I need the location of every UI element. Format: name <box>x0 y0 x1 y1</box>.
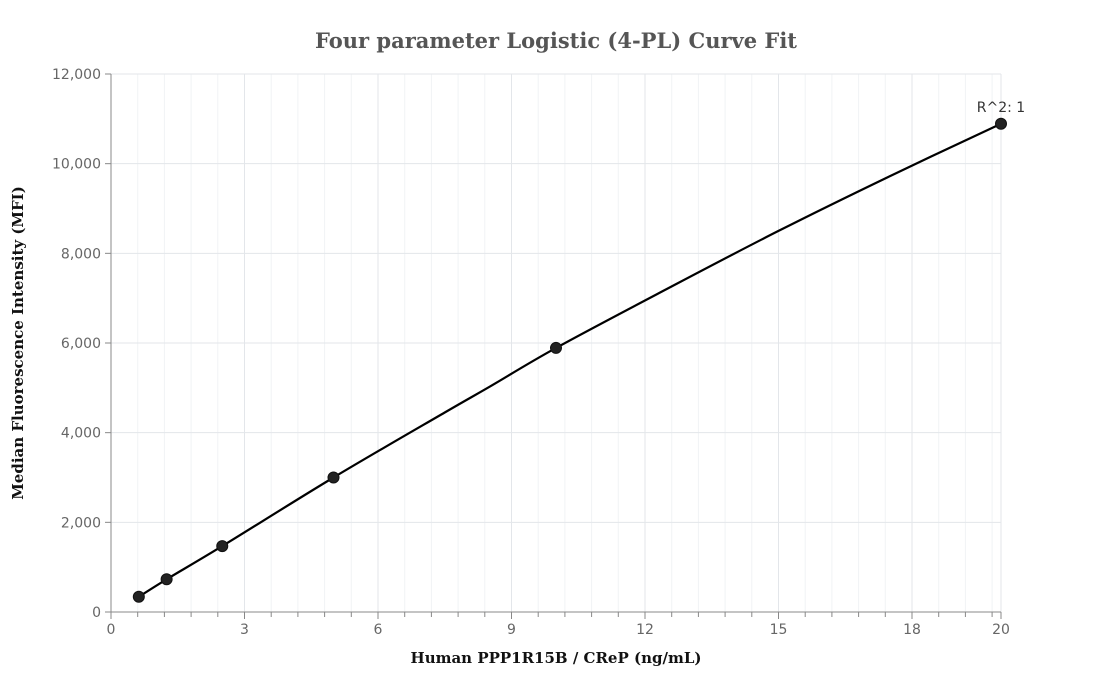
y-tick-label: 10,000 <box>52 157 101 173</box>
x-tick-label: 18 <box>903 622 921 638</box>
x-tick-label: 3 <box>240 622 249 638</box>
y-tick-label: 0 <box>92 605 101 621</box>
y-tick-label: 8,000 <box>61 246 101 262</box>
plot-series <box>132 117 1007 603</box>
y-axis-label: Median Fluorescence Intensity (MFI) <box>9 186 27 500</box>
data-point <box>550 341 562 354</box>
x-tick-label: 15 <box>770 622 788 638</box>
tick-labels: 0 3 6 9 12 15 18 20 0 2,000 4,000 6,000 8,000 10,000 1… <box>52 67 1010 638</box>
fit-curve-line <box>138 122 1002 598</box>
data-point <box>216 540 229 553</box>
chart-title: Four parameter Logistic (4-PL) Curve Fit <box>315 28 797 53</box>
x-tick-label: 20 <box>992 622 1010 638</box>
data-point <box>995 117 1007 130</box>
data-point <box>327 471 340 484</box>
y-tick-label: 2,000 <box>61 515 101 531</box>
annotations: R^2: 1 <box>977 100 1025 116</box>
y-tick-label: 12,000 <box>52 67 101 83</box>
data-point <box>160 573 173 586</box>
r-squared-annotation: R^2: 1 <box>977 100 1025 116</box>
y-tick-label: 4,000 <box>61 426 101 442</box>
x-tick-label: 0 <box>107 622 116 638</box>
data-point <box>132 590 145 603</box>
x-tick-label: 12 <box>636 622 654 638</box>
y-tick-label: 6,000 <box>61 336 101 352</box>
x-tick-label: 6 <box>374 622 383 638</box>
axes <box>105 73 1002 619</box>
x-axis-label: Human PPP1R15B / CReP (ng/mL) <box>411 649 702 667</box>
x-tick-label: 9 <box>507 622 516 638</box>
